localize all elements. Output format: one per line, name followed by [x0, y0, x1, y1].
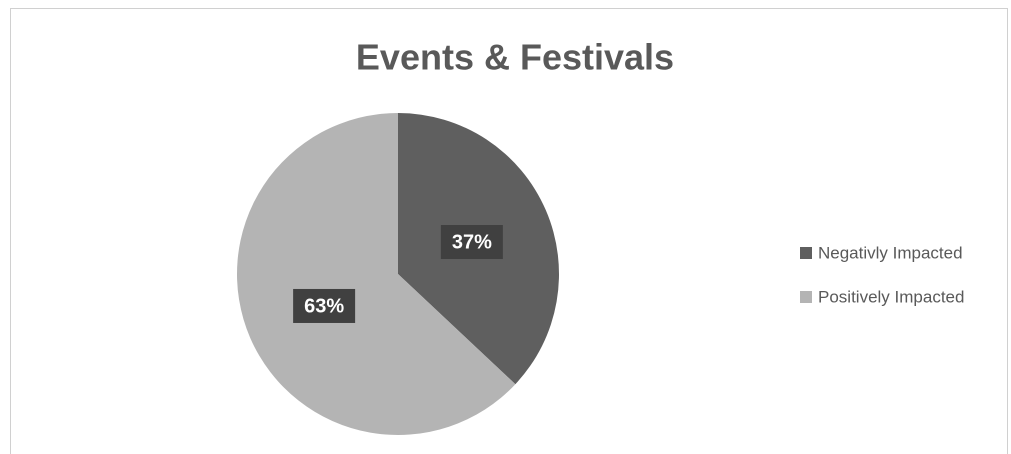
legend-swatch — [800, 247, 812, 259]
data-label-box — [293, 288, 356, 323]
chart-title: Events & Festivals — [356, 37, 674, 78]
data-label: 37% — [452, 231, 492, 253]
data-label-box — [440, 225, 503, 260]
legend-label: Positively Impacted — [818, 287, 964, 306]
legend-swatch — [800, 291, 812, 303]
legend-label: Negativly Impacted — [818, 243, 963, 262]
data-label: 63% — [304, 295, 344, 317]
pie-slice — [237, 113, 516, 435]
